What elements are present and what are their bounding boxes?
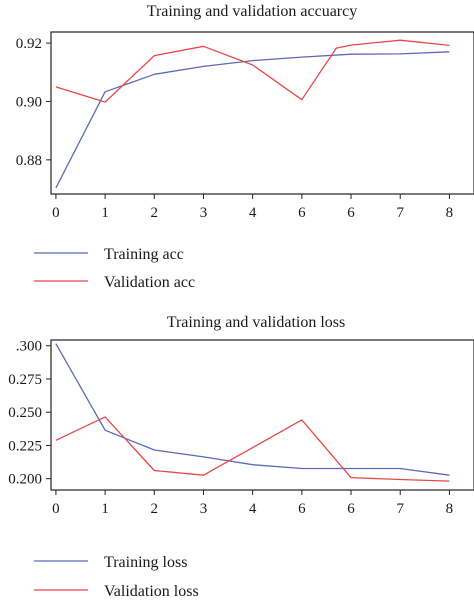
loss-y-tick-label: 0.200 — [8, 472, 42, 488]
series-line-validation-loss — [55, 416, 450, 482]
accuracy-x-tick-label: 4 — [249, 205, 257, 221]
accuracy-x-tick-label: 6 — [347, 205, 355, 221]
accuracy-y-tick-label: 0.90 — [16, 94, 42, 110]
accuracy-x-tick-label: 3 — [200, 205, 208, 221]
loss-x-tick-label: 6 — [298, 501, 306, 517]
accuracy-y-tick-label: 0.88 — [16, 153, 42, 169]
loss-x-tick-label: 4 — [249, 501, 257, 517]
loss-y-tick-label: 0.225 — [8, 438, 42, 454]
loss-x-tick-label: 2 — [151, 501, 159, 517]
accuracy-x-tick-label: 8 — [446, 205, 454, 221]
legend-label-validation-acc: Validation acc — [104, 274, 195, 291]
loss-x-tick-label: 6 — [347, 501, 355, 517]
loss-y-tick-label: .300 — [16, 339, 42, 355]
accuracy-x-tick-label: 0 — [52, 205, 60, 221]
loss-y-tick-label: 0.250 — [8, 405, 42, 421]
loss-x-tick-label: 3 — [200, 501, 208, 517]
accuracy-plot-area: 0 1 2 3 4 6 6 7 8 0.92 0.90 0.88 — [16, 31, 474, 221]
accuracy-chart-title: Training and validation accuarcy — [147, 3, 357, 20]
accuracy-x-tick-label: 1 — [101, 205, 109, 221]
loss-x-tick-label: 7 — [396, 501, 404, 517]
legend-label-training-loss: Training loss — [104, 554, 187, 571]
loss-y-tick-label: 0.275 — [8, 372, 42, 388]
series-line-validation-acc — [55, 39, 450, 103]
loss-legend: Training loss Validation loss — [34, 554, 199, 600]
accuracy-chart: Training and validation accuarcy 0 1 2 3 4 6 6… — [16, 3, 474, 291]
legend-label-validation-loss: Validation loss — [104, 583, 199, 600]
series-line-training-loss — [55, 343, 450, 476]
accuracy-x-tick-label: 7 — [396, 205, 404, 221]
loss-x-tick-label: 0 — [52, 501, 60, 517]
loss-plot-frame — [50, 339, 474, 491]
loss-plot-area: 0 1 2 3 4 6 6 7 8 .300 0.275 0.250 0.225 0.200 — [8, 339, 474, 517]
loss-chart: Training and validation loss 0 1 2 3 4 6 6 7 8 .3… — [8, 314, 474, 600]
loss-x-tick-label: 8 — [446, 501, 454, 517]
series-line-training-acc — [55, 51, 450, 189]
accuracy-x-tick-label: 2 — [151, 205, 159, 221]
loss-x-tick-label: 1 — [101, 501, 109, 517]
legend-label-training-acc: Training acc — [104, 246, 184, 263]
accuracy-x-tick-label: 6 — [298, 205, 306, 221]
loss-chart-title: Training and validation loss — [167, 314, 346, 331]
accuracy-y-tick-label: 0.92 — [16, 36, 42, 52]
accuracy-legend: Training acc Validation acc — [34, 246, 195, 291]
accuracy-plot-frame — [50, 31, 474, 195]
